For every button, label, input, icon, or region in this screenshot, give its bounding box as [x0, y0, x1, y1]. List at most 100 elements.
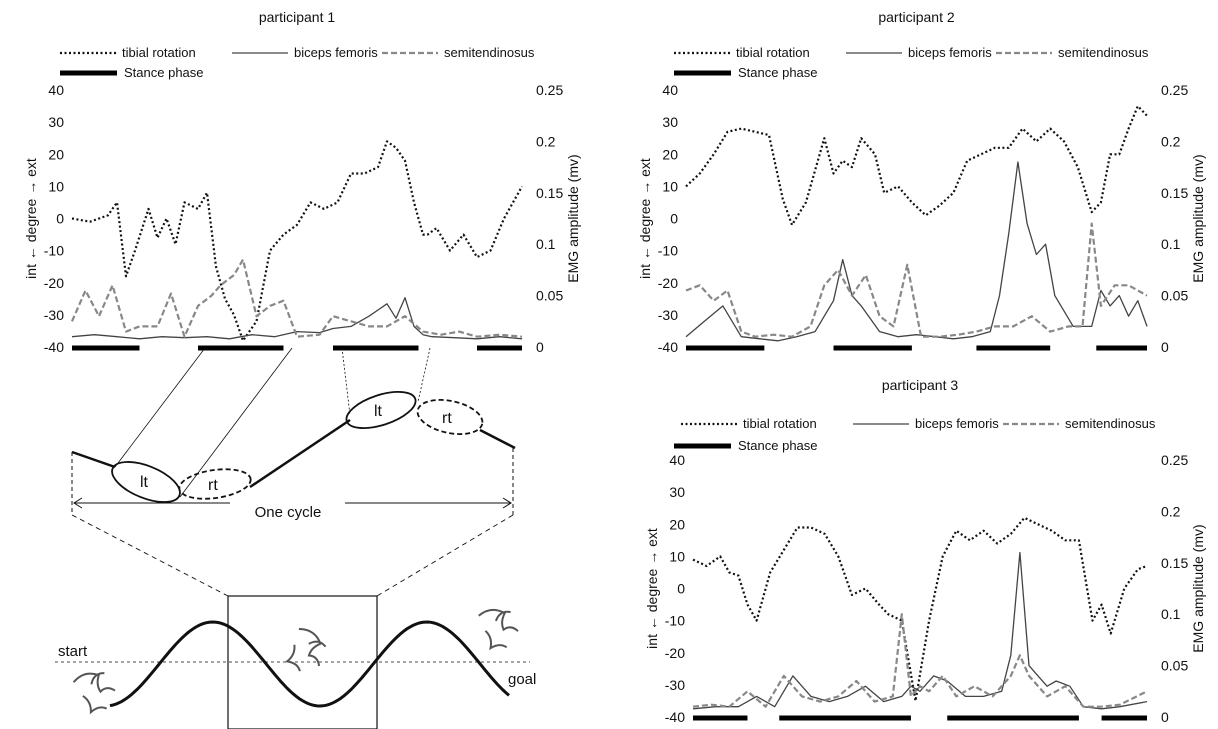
y-tick-left: 20 — [669, 516, 685, 532]
series-line — [685, 104, 1148, 226]
legend-label: biceps femoris — [294, 45, 378, 60]
chart-participant-3: participant 3 tibial rotation biceps femor… — [644, 377, 1206, 725]
connector-line — [417, 347, 431, 403]
zoom-box — [227, 595, 378, 729]
y-tick-left: -40 — [665, 709, 685, 725]
arrow-head-left — [73, 497, 83, 509]
y-tick-right: 0.2 — [536, 133, 556, 149]
legend-label: tibial rotation — [743, 416, 817, 431]
y-tick-right: 0.2 — [1161, 503, 1181, 519]
y-tick-left: 10 — [662, 178, 678, 194]
chart-participant-2: participant 2 tibial rotation biceps femor… — [637, 9, 1206, 355]
series-line — [692, 516, 1148, 703]
y-tick-left: 20 — [662, 146, 678, 162]
y-tick-left: -30 — [658, 307, 678, 323]
chart-participant-1: participant 1 tibial rotation biceps femor… — [23, 9, 581, 355]
gait-cycle-diagram: lt rt lt rt One cycle start goal — [55, 347, 536, 729]
series-line — [685, 161, 1148, 342]
y-tick-right: 0.05 — [1161, 658, 1188, 674]
y-axis-label-left: int ← degree → ext — [644, 528, 660, 649]
walking-path — [249, 418, 351, 489]
walker-figure — [284, 627, 327, 672]
legend-label: Stance phase — [738, 65, 818, 80]
y-tick-left: 0 — [670, 211, 678, 227]
legend-label: Stance phase — [738, 438, 818, 453]
y-tick-left: -30 — [44, 307, 64, 323]
y-tick-right: 0.05 — [536, 288, 563, 304]
walker-figure — [72, 672, 116, 715]
y-tick-left: -20 — [44, 275, 64, 291]
y-tick-left: 40 — [669, 452, 685, 468]
start-label: start — [58, 643, 88, 660]
y-tick-right: 0.15 — [1161, 185, 1188, 201]
goal-label: goal — [508, 671, 536, 688]
legend-label: tibial rotation — [122, 45, 196, 60]
series-line — [685, 222, 1148, 338]
legend-label: semitendinosus — [1058, 45, 1149, 60]
y-tick-left: 10 — [669, 548, 685, 564]
y-axis-label-right: EMG amplitude (mv) — [1190, 524, 1206, 652]
chart-title: participant 1 — [259, 9, 335, 25]
arrow-head-right — [502, 497, 512, 509]
y-tick-right: 0.1 — [536, 236, 556, 252]
y-axis-label-left: int ← degree → ext — [23, 158, 39, 279]
connector-line — [114, 347, 206, 468]
y-tick-left: 40 — [48, 82, 64, 98]
connector-line — [341, 347, 351, 416]
y-tick-right: 0.15 — [1161, 555, 1188, 571]
rt-label: rt — [208, 477, 218, 494]
y-tick-left: -20 — [658, 275, 678, 291]
y-tick-left: -10 — [44, 243, 64, 259]
y-tick-left: 30 — [669, 484, 685, 500]
chart-title: participant 3 — [882, 377, 958, 393]
chart-title: participant 2 — [878, 9, 954, 25]
lt-label: lt — [374, 403, 383, 420]
y-tick-left: 30 — [48, 114, 64, 130]
right-step-ellipse — [178, 468, 252, 500]
y-tick-right: 0.1 — [1161, 606, 1181, 622]
y-tick-left: -10 — [665, 613, 685, 629]
walker-figure — [478, 608, 519, 651]
y-tick-left: 30 — [662, 114, 678, 130]
y-axis-label-left: int ← degree → ext — [637, 158, 653, 279]
y-axis-label-right: EMG amplitude (mv) — [1190, 154, 1206, 282]
zoom-line — [71, 514, 229, 597]
y-tick-left: 0 — [677, 581, 685, 597]
y-tick-right: 0.2 — [1161, 133, 1181, 149]
right-step-ellipse — [416, 399, 484, 435]
legend-label: biceps femoris — [908, 45, 992, 60]
y-tick-right: 0 — [1161, 709, 1169, 725]
y-tick-right: 0.25 — [1161, 452, 1188, 468]
y-tick-left: 40 — [662, 82, 678, 98]
walking-path — [479, 428, 516, 450]
y-tick-right: 0 — [536, 339, 544, 355]
y-tick-right: 0.05 — [1161, 288, 1188, 304]
y-tick-right: 0 — [1161, 339, 1169, 355]
walking-path — [71, 450, 116, 469]
legend-label: semitendinosus — [1065, 416, 1156, 431]
sine-walking-path — [109, 620, 510, 708]
legend-label: Stance phase — [124, 65, 204, 80]
connector-line — [179, 347, 293, 498]
y-tick-left: 10 — [48, 178, 64, 194]
legend-label: biceps femoris — [915, 416, 999, 431]
legend-label: semitendinosus — [444, 45, 535, 60]
y-tick-right: 0.1 — [1161, 236, 1181, 252]
y-tick-left: -40 — [44, 339, 64, 355]
legend-label: tibial rotation — [736, 45, 810, 60]
y-tick-left: -30 — [665, 677, 685, 693]
y-axis-label-right: EMG amplitude (mv) — [565, 154, 581, 282]
rt-label: rt — [442, 410, 452, 427]
zoom-line — [376, 514, 514, 597]
cycle-label: One cycle — [255, 504, 322, 521]
y-tick-left: -10 — [658, 243, 678, 259]
series-line — [71, 297, 523, 340]
y-tick-right: 0.25 — [1161, 82, 1188, 98]
left-step-ellipse — [111, 461, 181, 503]
lt-label: lt — [140, 474, 149, 491]
y-tick-left: 20 — [48, 146, 64, 162]
series-line — [692, 613, 1148, 708]
y-tick-left: 0 — [56, 211, 64, 227]
series-line — [71, 140, 523, 342]
